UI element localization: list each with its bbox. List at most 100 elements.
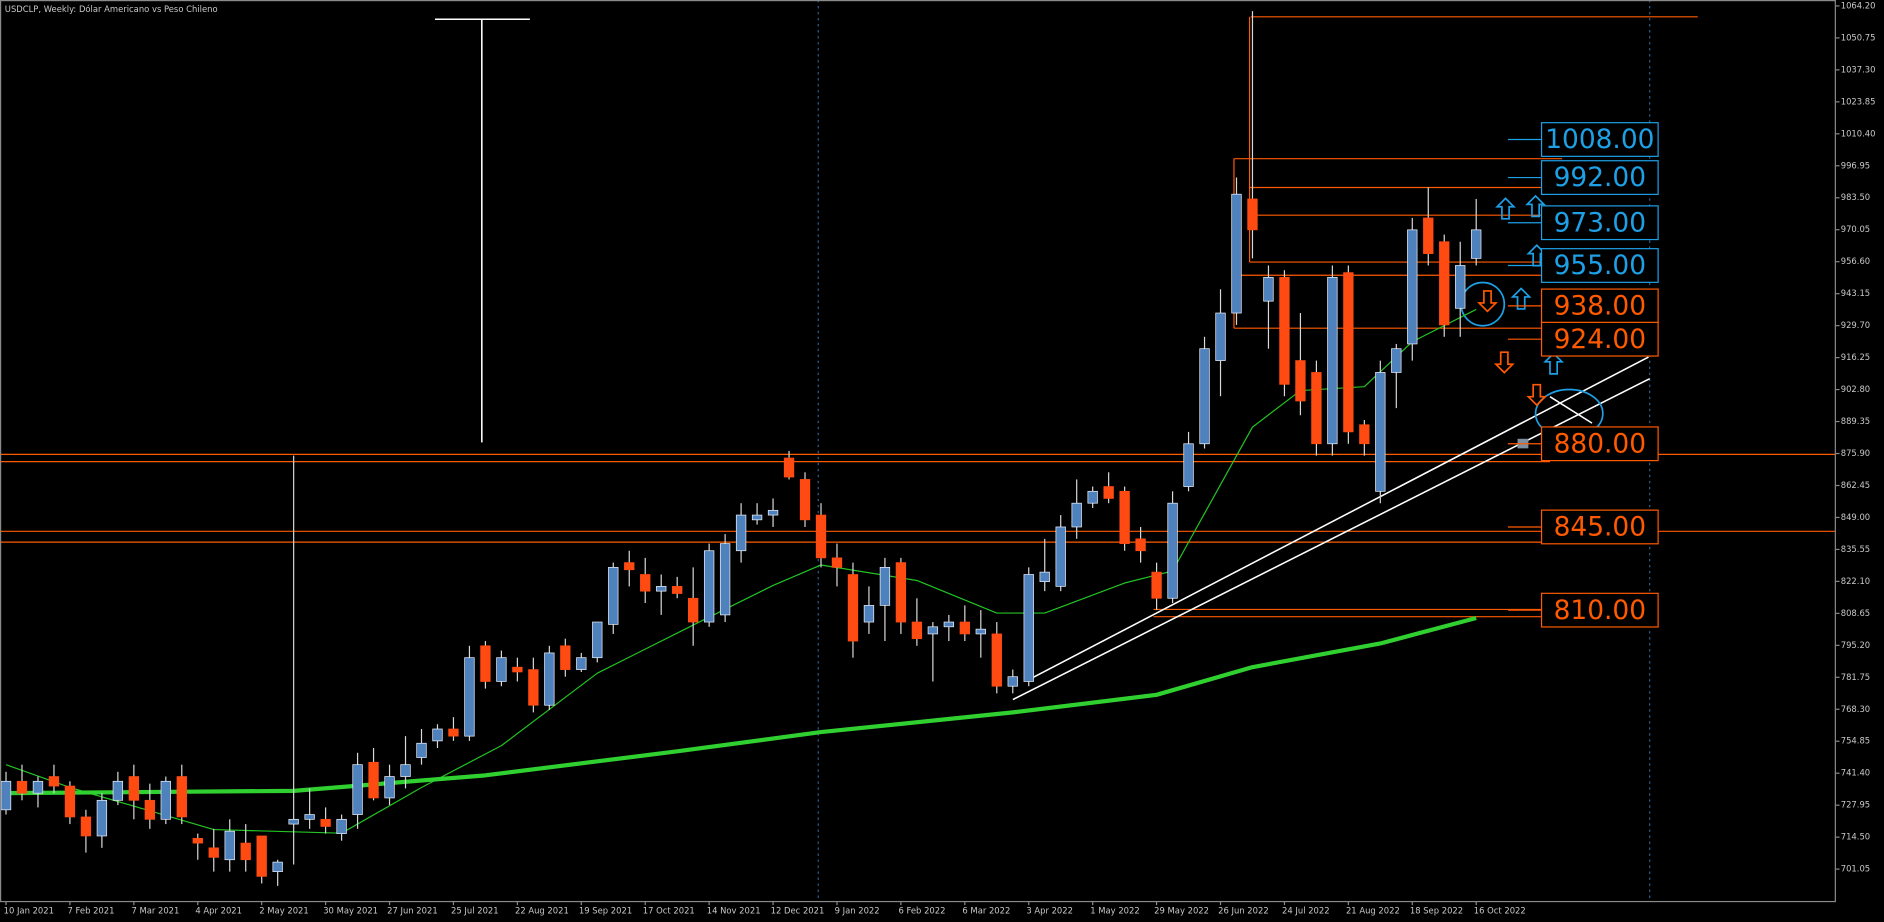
candle-body <box>1071 502 1082 528</box>
x-tick-label: 26 Jun 2022 <box>1218 906 1269 916</box>
candle-body <box>48 776 60 787</box>
x-tick-label: 3 Apr 2022 <box>1026 906 1073 916</box>
candle-body <box>1343 272 1354 433</box>
y-tick-label: 1050.75 <box>1841 32 1876 42</box>
candle-body <box>1007 676 1018 687</box>
x-tick-label: 6 Feb 2022 <box>899 906 946 916</box>
y-tick-label: 701.05 <box>1841 864 1870 874</box>
y-tick-label: 956.60 <box>1841 256 1870 266</box>
y-tick-label: 795.20 <box>1841 640 1870 650</box>
candle-body <box>719 543 731 616</box>
candle-body <box>703 550 715 623</box>
y-tick-label: 996.95 <box>1841 160 1870 170</box>
x-tick-label: 19 Sep 2021 <box>579 906 632 916</box>
candle-body <box>1311 372 1322 445</box>
y-tick-label: 1023.85 <box>1841 96 1876 106</box>
candle-body <box>192 837 203 844</box>
candle-body <box>1279 277 1290 385</box>
candle-body <box>656 586 667 592</box>
y-tick-label: 849.00 <box>1841 512 1870 522</box>
candle-body <box>336 818 347 834</box>
y-tick-label: 1010.40 <box>1841 128 1876 138</box>
candle-body <box>368 761 379 799</box>
candle-body <box>112 780 124 801</box>
level-label: 938.00 <box>1554 291 1646 322</box>
candle-body <box>1183 443 1194 487</box>
candle-body <box>783 457 795 478</box>
x-tick-label: 30 May 2021 <box>323 906 378 916</box>
x-tick-label: 22 Aug 2021 <box>515 906 569 916</box>
x-tick-label: 18 Sep 2022 <box>1410 906 1463 916</box>
y-tick-label: 727.95 <box>1841 800 1870 810</box>
candle-body <box>496 657 507 682</box>
candle-body <box>1135 538 1146 552</box>
y-tick-label: 862.45 <box>1841 480 1870 490</box>
candle-body <box>943 621 955 628</box>
candle-body <box>128 776 140 801</box>
annotations <box>0 0 1836 902</box>
candle-body <box>1295 360 1306 402</box>
candle-body <box>735 514 747 552</box>
candle-body <box>1407 229 1418 345</box>
candle-body <box>256 835 267 877</box>
candle-body <box>480 645 491 682</box>
candle-body <box>751 514 763 521</box>
candle-body <box>416 742 427 758</box>
candle-body <box>224 830 235 861</box>
candle-body <box>1087 490 1098 504</box>
candle-body <box>815 514 827 559</box>
y-tick-label: 768.30 <box>1841 704 1870 714</box>
y-tick-label: 781.75 <box>1841 672 1870 682</box>
y-tick-label: 902.80 <box>1841 384 1870 394</box>
y-tick-label: 889.35 <box>1841 416 1870 426</box>
candle-body <box>400 764 411 777</box>
chart-title: USDCLP, Weekly: Dólar Americano vs Peso … <box>5 4 218 14</box>
candle-body <box>799 479 811 521</box>
candle-body <box>288 818 299 825</box>
candle-body <box>624 562 635 571</box>
y-tick-label: 822.10 <box>1841 576 1870 586</box>
y-tick-label: 970.05 <box>1841 224 1870 234</box>
candle-body <box>512 666 523 673</box>
candle-body <box>320 818 331 827</box>
x-tick-label: 7 Mar 2021 <box>131 906 179 916</box>
x-tick-label: 2 May 2021 <box>259 906 308 916</box>
candle-body <box>1423 217 1434 254</box>
candle-body <box>1471 229 1482 259</box>
candle-body <box>975 628 986 635</box>
candle-body <box>544 652 555 706</box>
y-tick-label: 808.65 <box>1841 608 1870 618</box>
candle-body <box>1375 372 1386 492</box>
y-tick-label: 741.40 <box>1841 768 1870 778</box>
candle-body <box>352 764 363 815</box>
candle-body <box>32 780 44 794</box>
level-label: 1008.00 <box>1545 124 1654 155</box>
candle-body <box>1151 571 1162 599</box>
candle-body <box>304 814 315 820</box>
candle-body <box>672 586 683 594</box>
plot-frame <box>0 0 1836 903</box>
level-box <box>1540 509 1659 545</box>
x-tick-label: 6 Mar 2022 <box>962 906 1010 916</box>
candle-body <box>959 621 970 635</box>
y-tick-label: 943.15 <box>1841 288 1870 298</box>
trendlines <box>434 18 1651 701</box>
level-box <box>1540 122 1659 157</box>
level-box <box>1540 321 1659 357</box>
level-label: 845.00 <box>1554 512 1646 543</box>
candle-body <box>1039 571 1050 582</box>
candle-body <box>576 657 587 670</box>
x-tick-label: 27 Jun 2021 <box>387 906 438 916</box>
y-tick-label: 916.25 <box>1841 352 1870 362</box>
candle-body <box>863 605 875 623</box>
candle-body <box>927 626 939 635</box>
candle-body <box>1167 502 1178 599</box>
candle-body <box>1215 312 1226 361</box>
x-tick-label: 17 Oct 2021 <box>643 906 695 916</box>
candle-body <box>208 847 219 858</box>
candle-body <box>96 799 108 837</box>
candle-body <box>448 728 459 737</box>
